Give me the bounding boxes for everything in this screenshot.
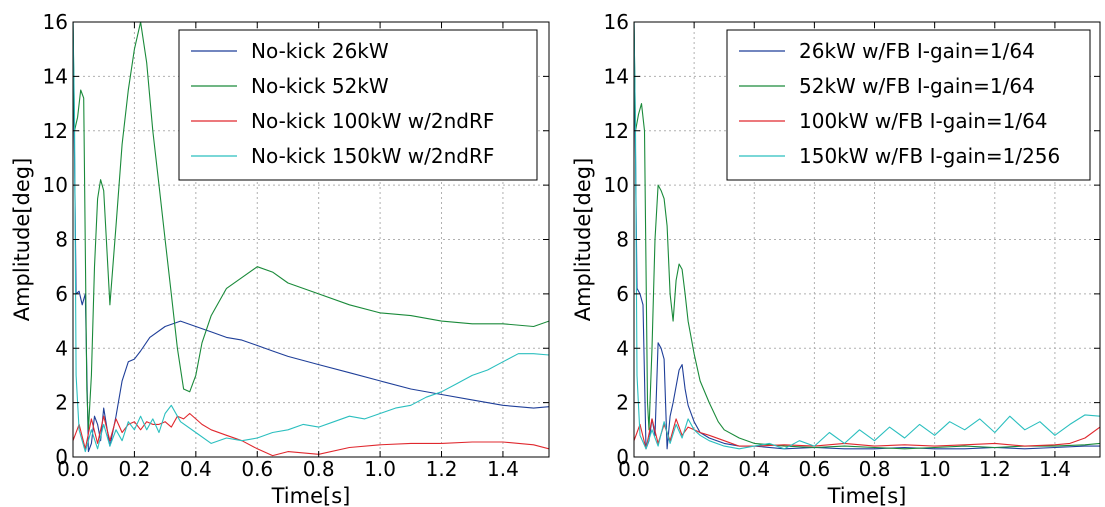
y-tick-label: 12 [604,119,629,143]
y-tick-label: 0 [55,445,68,469]
y-tick-label: 8 [616,228,629,252]
x-tick-label: 0.4 [738,457,770,481]
x-tick-label: 1.0 [364,457,396,481]
x-tick-label: 0.6 [241,457,273,481]
x-tick-label: 1.4 [1039,457,1071,481]
x-tick-label: 1.4 [487,457,519,481]
legend-label: 52kW w/FB I-gain=1/64 [799,74,1035,98]
y-tick-label: 8 [55,228,68,252]
x-tick-label: 0.8 [303,457,335,481]
y-tick-label: 16 [604,10,629,34]
legend-label: No-kick 100kW w/2ndRF [251,109,494,133]
legend-label: 26kW w/FB I-gain=1/64 [799,39,1035,63]
x-tick-label: 0.0 [618,457,650,481]
y-tick-label: 2 [55,391,68,415]
legend-label: 150kW w/FB I-gain=1/256 [799,144,1060,168]
series-line-4 [73,22,549,453]
series-line-2 [73,22,549,431]
x-tick-label: 0.8 [859,457,891,481]
y-tick-label: 16 [43,10,68,34]
series-group [73,22,549,457]
x-tick-label: 0.2 [678,457,710,481]
legend-box [726,29,1091,181]
y-tick-label: 4 [55,336,68,360]
series-group [634,22,1100,450]
series-line-3 [73,412,549,457]
x-tick-label: 1.0 [919,457,951,481]
legend-label: No-kick 52kW [251,74,389,98]
y-tick-label: 10 [43,173,68,197]
series-line-4 [634,22,1100,450]
x-tick-label: 0.4 [180,457,212,481]
y-tick-label: 10 [604,173,629,197]
x-tick-label: 0.2 [119,457,151,481]
y-axis-title: Amplitude[deg] [10,158,34,322]
legend-label: 100kW w/FB I-gain=1/64 [799,109,1048,133]
y-tick-label: 0 [616,445,629,469]
series-line-1 [73,22,549,453]
x-tick-label: 1.2 [979,457,1011,481]
x-tick-label: 0.6 [798,457,830,481]
legend-label: No-kick 150kW w/2ndRF [251,144,494,168]
legend-label: No-kick 26kW [251,39,389,63]
series-line-2 [634,22,1100,450]
y-tick-label: 6 [616,282,629,306]
legend: 26kW w/FB I-gain=1/64 52kW w/FB I-gain=1/… [726,29,1091,181]
x-axis-title: Time[s] [827,484,907,507]
y-tick-label: 14 [43,64,68,88]
x-tick-label: 0.0 [57,457,89,481]
y-tick-label: 4 [616,336,629,360]
y-axis-title: Amplitude[deg] [571,158,595,322]
y-tick-label: 14 [604,64,629,88]
y-tick-label: 12 [43,119,68,143]
legend: No-kick 26kW No-kick 52kW No-kick 100kW w/… [178,29,538,181]
series-line-3 [634,418,1100,450]
y-tick-label: 2 [616,391,629,415]
chart-panel-2: 0.0 0.2 0.4 0.6 0.8 1.0 1.2 1.4 0 2 4 6 8 10 12 14 16 Tim… [571,10,1101,507]
x-axis-title: Time[s] [271,484,351,507]
x-tick-label: 1.2 [426,457,458,481]
chart-panel-1: 0.0 0.2 0.4 0.6 0.8 1.0 1.2 1.4 0 2 4 6 8 10 12 14 16 Tim… [10,10,550,507]
y-tick-label: 6 [55,282,68,306]
legend-box [178,29,538,181]
